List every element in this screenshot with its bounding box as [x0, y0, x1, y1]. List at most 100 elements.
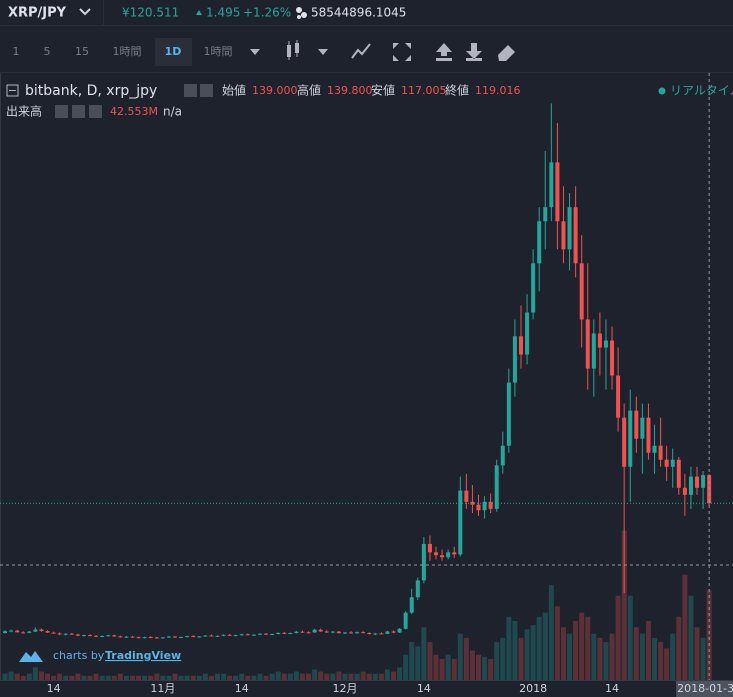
- candle-body: [312, 629, 317, 633]
- volume-bar: [542, 612, 548, 680]
- candle-body: [549, 162, 554, 208]
- interval[interactable]: 5: [44, 45, 51, 58]
- volume-bar: [469, 650, 475, 680]
- up-icon: [196, 10, 202, 15]
- volume-bar: [63, 675, 69, 680]
- candle-body: [640, 417, 645, 439]
- candle-body: [251, 634, 256, 636]
- settings-icon[interactable]: [200, 84, 213, 97]
- x-tick-label: 14: [605, 682, 619, 695]
- candle-body: [270, 633, 275, 635]
- candle-body: [191, 636, 196, 638]
- fullscreen-icon[interactable]: [393, 43, 411, 61]
- candle-body: [634, 410, 639, 439]
- plot-area: [0, 73, 733, 680]
- volume-bar: [51, 675, 57, 680]
- volume-bar: [148, 675, 154, 680]
- volume-bar: [306, 673, 312, 680]
- x-tick-label: 14: [235, 682, 249, 695]
- candle-body: [142, 637, 147, 639]
- close-icon[interactable]: [89, 105, 102, 118]
- candle-body: [664, 459, 669, 467]
- candle-body: [75, 634, 80, 636]
- dropdown-icon[interactable]: [318, 49, 328, 55]
- candle-body: [646, 417, 651, 453]
- volume-bar: [269, 673, 275, 680]
- volume-bar: [275, 671, 281, 680]
- volume-bar: [409, 642, 415, 680]
- candle-body: [324, 631, 329, 633]
- download-icon[interactable]: [466, 43, 482, 61]
- candle-body: [440, 555, 445, 558]
- candle-body: [160, 637, 165, 639]
- interval[interactable]: 15: [75, 45, 89, 58]
- candle-body: [409, 597, 414, 613]
- volume-bar: [239, 673, 245, 680]
- candle-body: [136, 637, 141, 639]
- interval[interactable]: 1D: [165, 45, 182, 58]
- volume-bar: [694, 627, 700, 680]
- candle-body: [245, 634, 250, 636]
- volume-bar: [342, 673, 348, 680]
- candle-body: [385, 631, 390, 634]
- candle-body: [597, 333, 602, 348]
- candle-body: [9, 630, 14, 632]
- candle-body: [39, 629, 44, 632]
- candle-body: [300, 631, 305, 633]
- candle-body: [179, 636, 184, 638]
- interval[interactable]: 1: [13, 45, 20, 58]
- top-bar: [0, 0, 733, 25]
- volume-bar: [184, 675, 190, 680]
- volume-bar: [354, 673, 360, 680]
- low-label: 安値: [371, 83, 395, 98]
- candle-body: [470, 501, 475, 505]
- settings-icon[interactable]: [72, 105, 85, 118]
- candle-body: [172, 636, 177, 638]
- interval[interactable]: 1時間: [113, 45, 142, 58]
- volume-bar: [208, 675, 214, 680]
- volume-bar: [172, 673, 178, 680]
- interval[interactable]: 1時間: [204, 45, 233, 58]
- candle-body: [397, 628, 402, 633]
- candle-body: [336, 631, 341, 634]
- candle-body: [81, 635, 86, 637]
- candle-body: [282, 632, 287, 634]
- dropdown-icon[interactable]: [250, 49, 260, 55]
- candle-body: [63, 633, 68, 635]
- volume-bar: [706, 590, 712, 680]
- volume-bar: [38, 671, 44, 680]
- branding-name[interactable]: TradingView: [105, 649, 181, 662]
- candle-body: [355, 632, 360, 634]
- upload-icon[interactable]: [436, 43, 452, 61]
- volume-bar: [506, 616, 512, 680]
- volume-bar: [336, 671, 342, 680]
- candle-body: [555, 162, 560, 222]
- volume-bar: [312, 669, 318, 680]
- candle-body: [15, 630, 20, 633]
- collapse-icon[interactable]: [6, 84, 19, 97]
- candle-body: [446, 552, 451, 558]
- candle-type-icon[interactable]: [287, 40, 299, 60]
- settings-icon[interactable]: [184, 84, 197, 97]
- candle-body: [695, 476, 700, 488]
- volume-bar: [99, 675, 105, 680]
- volume-bar: [633, 627, 639, 680]
- candle-body: [415, 580, 420, 598]
- realtime-dot: [658, 87, 666, 95]
- candle-body: [185, 636, 190, 638]
- pair[interactable]: XRP/JPY: [8, 6, 67, 21]
- dropdown-icon[interactable]: [79, 8, 91, 16]
- settings-icon[interactable]: [55, 105, 68, 118]
- volume-bar: [378, 673, 384, 680]
- volume-bar: [221, 673, 227, 680]
- candle-body: [512, 336, 517, 383]
- candle-body: [403, 612, 408, 629]
- volume-bar: [263, 675, 269, 680]
- eraser-icon[interactable]: [498, 45, 515, 61]
- indicator-icon[interactable]: [351, 43, 371, 59]
- candle-body: [658, 445, 663, 460]
- realtime: リアルタイム: [670, 84, 733, 98]
- candle-body: [124, 636, 129, 638]
- candle-body: [112, 635, 117, 637]
- high-label: 高値: [297, 83, 321, 98]
